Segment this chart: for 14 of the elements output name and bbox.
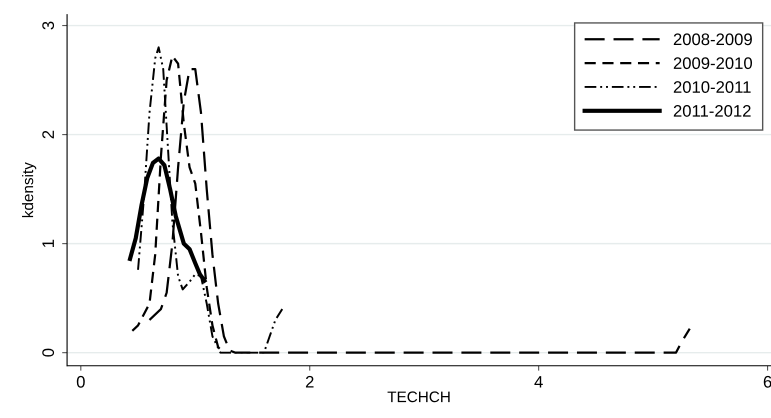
x-tick-label: 0 [76, 376, 85, 388]
y-tick-label: 0 [42, 348, 54, 357]
y-axis-title: kdensity [22, 162, 36, 218]
x-tick-label: 6 [764, 376, 771, 388]
y-tick-label: 3 [42, 22, 54, 30]
legend-label: 2009-2010 [674, 57, 752, 70]
legend-label: 2010-2011 [674, 81, 751, 93]
y-tick-label: 2 [42, 130, 54, 138]
y-tick-label: 1 [42, 240, 54, 247]
legend-label: 2011-2012 [674, 105, 751, 117]
x-tick-label: 2 [306, 376, 314, 388]
x-tick-label: 4 [534, 376, 543, 388]
x-axis-title: TECHCH [388, 391, 450, 402]
legend-label: 2008-2009 [674, 33, 752, 46]
